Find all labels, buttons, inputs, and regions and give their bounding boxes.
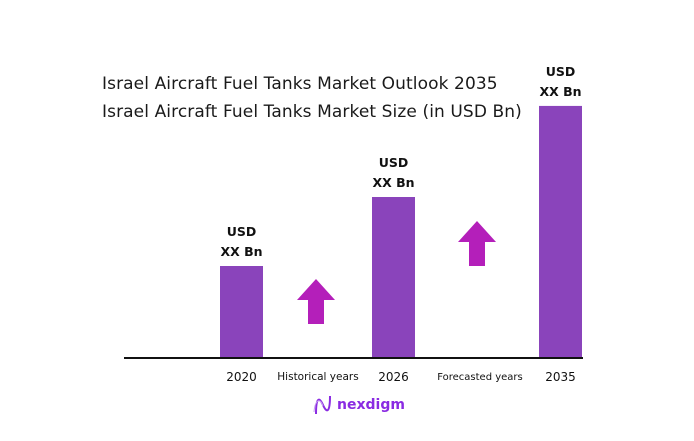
period-label: Historical years [277, 371, 358, 383]
chart-title: Israel Aircraft Fuel Tanks Market Outloo… [102, 74, 498, 94]
data-label-2026: USD [379, 155, 409, 170]
nexdigm-logo-icon [313, 395, 331, 415]
x-tick-label: 2035 [545, 370, 576, 384]
data-label-2035: USD [546, 64, 576, 79]
growth-arrow-icon [297, 279, 335, 324]
x-tick-label: 2020 [226, 370, 257, 384]
data-label-2020: XX Bn [220, 244, 262, 259]
data-label-2035: XX Bn [539, 84, 581, 99]
data-label-2026: XX Bn [372, 175, 414, 190]
bar-2026 [372, 197, 415, 358]
chart-subtitle: Israel Aircraft Fuel Tanks Market Size (… [102, 102, 522, 122]
data-label-2020: USD [227, 224, 257, 239]
bar-2035 [539, 105, 582, 358]
bar-2020 [220, 266, 263, 358]
nexdigm-logo: nexdigm [313, 394, 405, 416]
growth-arrow-icon [458, 221, 496, 266]
nexdigm-logo-text: nexdigm [337, 397, 405, 413]
x-tick-label: 2026 [378, 370, 409, 384]
period-label: Forecasted years [437, 372, 523, 383]
